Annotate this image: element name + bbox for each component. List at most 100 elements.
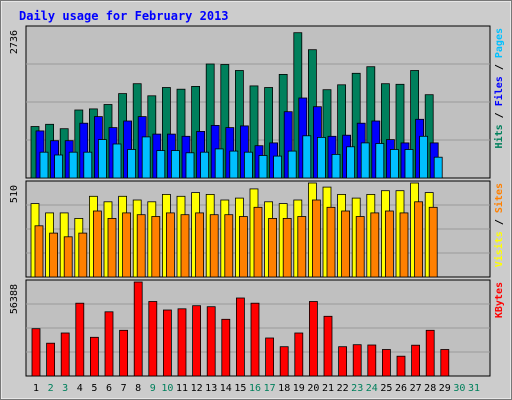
sites-bar xyxy=(238,216,248,278)
day-label: 20 xyxy=(307,383,319,394)
day-label: 30 xyxy=(453,383,465,394)
kbytes-bar xyxy=(119,329,128,377)
kbytes-bar xyxy=(396,355,406,377)
kbytes-panel-ymax-label: 56388 xyxy=(9,284,20,314)
pages-bar xyxy=(273,155,283,179)
visits-panel: 510 Visits / Sites xyxy=(9,180,505,278)
day-label: 22 xyxy=(337,383,349,394)
hits-bar xyxy=(205,63,215,179)
sites-bar xyxy=(355,216,365,278)
pages-bar xyxy=(83,151,93,179)
sites-bar xyxy=(93,210,102,278)
kbytes-bar xyxy=(46,342,55,377)
kbytes-bar xyxy=(235,297,245,377)
kbytes-bar xyxy=(75,302,85,377)
sites-bar xyxy=(136,214,146,278)
day-label: 5 xyxy=(91,383,97,394)
sites-bar xyxy=(341,210,351,278)
kbytes-bar xyxy=(381,349,391,377)
day-label: 31 xyxy=(468,383,480,394)
pages-bar xyxy=(389,149,399,179)
day-label: 11 xyxy=(176,383,188,394)
legend-visits: Visits xyxy=(493,231,505,267)
sites-bar xyxy=(122,212,131,278)
sites-bar xyxy=(311,199,321,278)
pages-bar xyxy=(156,150,166,179)
kbytes-bar xyxy=(323,315,333,377)
pages-bar xyxy=(404,149,414,179)
kbytes-bar xyxy=(265,337,275,377)
pages-bar xyxy=(229,150,239,179)
legend-sites: Sites xyxy=(493,183,505,213)
hits-bar xyxy=(220,64,230,179)
kbytes-bar xyxy=(221,318,231,377)
kbytes-bar xyxy=(206,306,216,377)
pages-bar xyxy=(287,150,297,179)
pages-bar xyxy=(258,155,268,179)
day-label: 6 xyxy=(106,383,112,394)
day-label: 2 xyxy=(48,383,54,394)
pages-bar xyxy=(141,136,151,179)
hits-bar xyxy=(176,88,186,179)
pages-bar xyxy=(214,148,224,179)
hits-bar xyxy=(337,84,347,179)
chart-panels: 2736 Hits / Files / Pages 510 Visits / Site… xyxy=(9,25,505,377)
day-label: 26 xyxy=(395,383,407,394)
legend-separator: / xyxy=(494,106,505,124)
pages-bar xyxy=(243,151,253,179)
legend-files: Files xyxy=(493,76,505,106)
hits-panel: 2736 Hits / Files / Pages xyxy=(9,25,505,179)
sites-bar xyxy=(49,232,58,278)
sites-bar xyxy=(428,206,438,278)
sites-bar xyxy=(370,212,380,278)
day-label: 18 xyxy=(278,383,290,394)
kbytes-panel-legend-label: KBytes xyxy=(494,282,505,318)
kbytes-bar xyxy=(425,329,435,377)
kbytes-bar xyxy=(294,332,304,377)
kbytes-bar xyxy=(162,309,172,377)
day-label: 16 xyxy=(249,383,261,394)
pages-bar xyxy=(419,135,429,179)
day-label: 19 xyxy=(293,383,305,394)
kbytes-bar xyxy=(192,305,202,377)
day-label: 17 xyxy=(264,383,276,394)
sites-bar xyxy=(414,201,424,278)
pages-bar xyxy=(39,151,49,179)
sites-bar xyxy=(224,214,234,278)
day-label: 29 xyxy=(439,383,451,394)
kbytes-bar xyxy=(279,346,289,377)
day-label: 1 xyxy=(33,383,39,394)
kbytes-panel: 56388 KBytes xyxy=(9,279,505,377)
hits-panel-legend-label: Hits / Files / Pages xyxy=(493,28,505,148)
pages-bar xyxy=(433,156,443,179)
day-label: 23 xyxy=(351,383,363,394)
day-label: 12 xyxy=(191,383,203,394)
kbytes-bar xyxy=(177,308,187,377)
pages-bar xyxy=(316,136,326,179)
sites-bar xyxy=(384,210,394,278)
pages-bar xyxy=(127,149,136,179)
sites-bar xyxy=(268,217,278,278)
sites-bar xyxy=(399,212,409,278)
pages-bar xyxy=(331,153,341,179)
sites-bar xyxy=(297,216,307,278)
pages-bar xyxy=(54,154,63,179)
kbytes-bar xyxy=(338,346,348,377)
hits-bar xyxy=(234,70,244,179)
day-label: 9 xyxy=(150,383,156,394)
kbytes-bar xyxy=(440,349,450,377)
sites-bar xyxy=(282,217,292,278)
sites-bar xyxy=(326,206,336,278)
day-label: 27 xyxy=(410,383,422,394)
day-label: 24 xyxy=(366,383,378,394)
kbytes-bar xyxy=(104,311,114,377)
day-label: 3 xyxy=(62,383,68,394)
legend-separator: / xyxy=(494,213,505,231)
hits-bar xyxy=(395,83,405,179)
visits-panel-legend-label: Visits / Sites xyxy=(493,183,505,267)
hits-bar xyxy=(249,85,259,179)
day-label: 21 xyxy=(322,383,334,394)
pages-bar xyxy=(170,150,180,179)
kbytes-bar xyxy=(352,344,362,377)
